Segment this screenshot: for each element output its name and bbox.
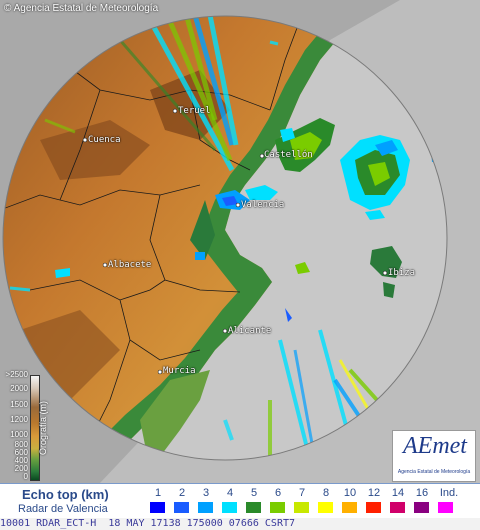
legend-swatch [246, 502, 261, 513]
orography-level: 600 [14, 448, 28, 457]
legend-swatch-label: 16 [415, 487, 429, 499]
legend-swatch-label: 2 [178, 487, 186, 499]
legend-swatch [318, 502, 333, 513]
orography-level: 200 [14, 464, 28, 473]
city-label-teruel: Teruel [178, 106, 211, 116]
valencia-plain [190, 200, 215, 260]
city-label-ibiza: Ibiza [388, 268, 416, 278]
island-formentera [383, 282, 395, 298]
orography-level: 400 [14, 456, 28, 465]
legend-swatch [270, 502, 285, 513]
highland-teruel [150, 70, 230, 140]
orography-level: 1200 [10, 415, 28, 424]
legend-swatch [198, 502, 213, 513]
legend-subtitle: Radar de Valencia [18, 503, 108, 515]
murcia-lowland [140, 370, 210, 460]
legend-title: Echo top (km) [22, 487, 109, 502]
legend-swatch-label: 4 [226, 487, 234, 499]
legend-swatch-label: 10 [343, 487, 357, 499]
city-markers [82, 108, 388, 375]
island-ibiza [370, 246, 402, 278]
legend-swatch [294, 502, 309, 513]
legend-swatch-label: 6 [274, 487, 282, 499]
orography-level: 0 [23, 472, 28, 481]
orography-level: 2000 [10, 384, 28, 393]
legend-swatch-label: 1 [154, 487, 162, 499]
legend-swatch [390, 502, 405, 513]
legend-swatch-label: 14 [391, 487, 405, 499]
highland-cuenca [40, 120, 150, 180]
radar-range-ring [2, 15, 448, 461]
orography-level: 1500 [10, 400, 28, 409]
legend-swatch-label: 12 [367, 487, 381, 499]
legend-swatch-label: Ind. [439, 487, 459, 499]
city-label-cuenca: Cuenca [88, 135, 121, 145]
radar-spokes [9, 16, 397, 460]
radar-circle [3, 16, 447, 460]
orography-title: Orografía (m) [38, 400, 48, 455]
legend-swatch-label: 5 [250, 487, 258, 499]
aemet-logo-subtitle: Agencia Estatal de Meteorología [397, 469, 471, 475]
city-label-albacete: Albacete [108, 260, 152, 270]
orography-scale: >2500 2000 1500 1200 1000 800 600 400 20… [3, 371, 53, 483]
orography-color-bar [30, 375, 40, 481]
city-label-castellon: Castellón [264, 150, 313, 160]
map-graphic [0, 0, 480, 483]
city-label-murcia: Murcia [163, 366, 196, 376]
aemet-logo-word: AEmet [403, 433, 467, 459]
orography-level: >2500 [5, 370, 28, 379]
legend-swatch [366, 502, 381, 513]
radar-map: © Agencia Estatal de Meteorología Teruel… [0, 0, 480, 483]
legend-swatch [342, 502, 357, 513]
legend-swatch [174, 502, 189, 513]
orography-level: 800 [14, 440, 28, 449]
orography-level: 1000 [10, 430, 28, 439]
legend-swatch [414, 502, 429, 513]
radar-echoes [55, 108, 446, 322]
aemet-logo: AEmet Agencia Estatal de Meteorología [392, 430, 476, 482]
legend-swatch-label: 7 [298, 487, 306, 499]
legend-swatch [222, 502, 237, 513]
legend-swatch-label: 8 [322, 487, 330, 499]
legend-swatch-label: 3 [202, 487, 210, 499]
city-label-valencia: Valencia [241, 200, 285, 210]
status-bar: 10001 RDAR_ECT-H 18 MAY 17138 175000 076… [0, 518, 480, 530]
legend-swatch [438, 502, 453, 513]
city-label-alicante: Alicante [228, 326, 272, 336]
legend-swatch [150, 502, 165, 513]
copyright-text: © Agencia Estatal de Meteorología [4, 3, 159, 14]
